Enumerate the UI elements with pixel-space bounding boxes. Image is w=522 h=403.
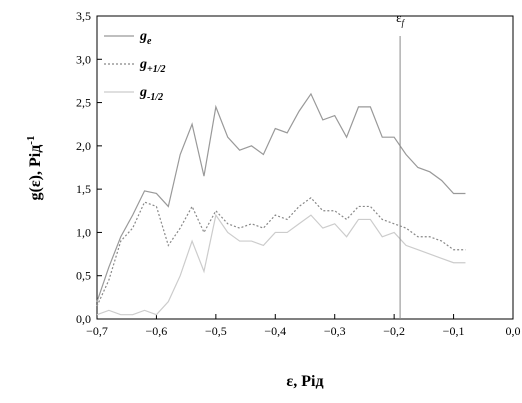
x-tick-label: −0,6 (146, 324, 168, 338)
annotation-text: ε (396, 10, 402, 25)
y-tick-label: 2,0 (76, 139, 91, 153)
legend-label: ge (139, 29, 152, 47)
y-label-sup: -1 (25, 136, 37, 145)
series-line (96, 92, 466, 302)
x-tick-label: −0,3 (324, 324, 346, 338)
series-line (96, 196, 466, 307)
legend-name: g (139, 29, 147, 44)
y-tick-label: 3,0 (76, 52, 91, 66)
y-tick-label: 2,5 (76, 96, 91, 110)
x-tick-label: −0,7 (86, 324, 108, 338)
y-label-main: g(ε), Рід (27, 145, 44, 201)
plot-frame (96, 15, 514, 320)
y-tick-label: 0,5 (76, 269, 91, 283)
x-tick-label: −0,2 (383, 324, 405, 338)
legend-name: g (139, 57, 147, 72)
y-tick-label: 1,5 (76, 182, 91, 196)
x-tick-label: −0,5 (205, 324, 227, 338)
legend-sub: -1/2 (147, 92, 163, 103)
legend-label: g-1/2 (139, 85, 163, 103)
x-axis-label: ε, Рід (286, 373, 323, 390)
y-tick-label: 1,0 (76, 225, 91, 239)
legend-sub: +1/2 (147, 64, 165, 75)
legend-sub: e (147, 36, 152, 47)
series-line (96, 213, 466, 316)
annotation-sub: f (402, 18, 406, 28)
annotation-label: εf (396, 10, 405, 28)
y-tick-label: 0,0 (76, 312, 91, 326)
y-tick-label: 3,5 (76, 9, 91, 23)
x-tick-label: −0,1 (443, 324, 465, 338)
x-tick-label: 0,0 (506, 324, 521, 338)
legend-label: g+1/2 (139, 57, 165, 75)
x-tick-label: −0,4 (264, 324, 286, 338)
y-axis-label: g(ε), Рід-1 (25, 136, 44, 201)
legend-name: g (139, 85, 147, 100)
